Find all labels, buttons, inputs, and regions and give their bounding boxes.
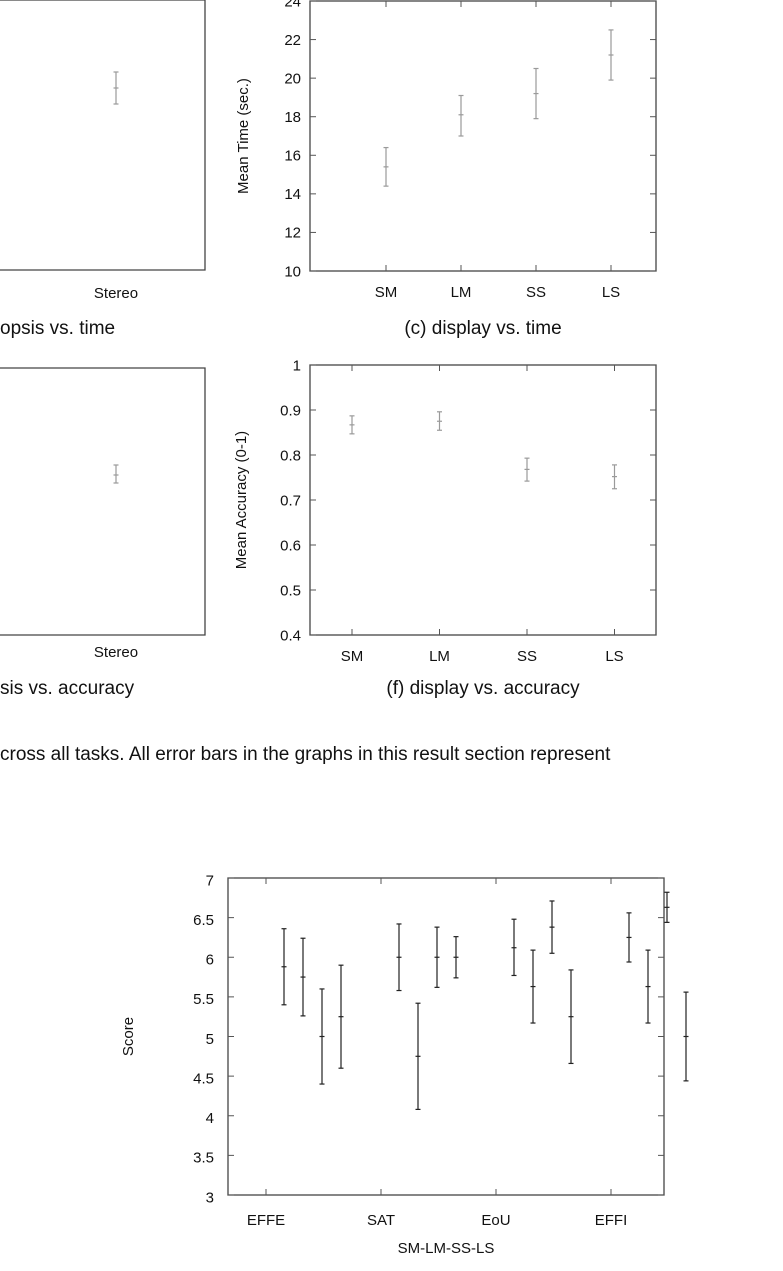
x-tick-label: SM — [341, 648, 364, 665]
chart-caption: (f) display vs. accuracy — [386, 678, 580, 699]
x-tick-label: LM — [429, 648, 450, 665]
error-bar — [511, 918, 517, 977]
y-axis-label: Mean Time (sec.) — [235, 78, 252, 194]
y-tick-label: 0.8 — [280, 447, 301, 464]
x-tick-label: SS — [526, 284, 546, 301]
error-bar — [683, 991, 689, 1082]
plot-frame — [309, 364, 657, 636]
x-tick-label: LS — [605, 648, 623, 665]
x-tick-label: LM — [451, 284, 472, 301]
error-bar — [396, 923, 402, 992]
y-axis-label: Score — [120, 1017, 137, 1056]
error-bar — [349, 415, 355, 435]
chart-display-vs-time: 10 12 14 16 18 20 22 24 SM LM SS LS Mean Time (sec.)… — [235, 0, 657, 339]
error-bar — [533, 67, 539, 120]
chart-caption: sis vs. accuracy — [0, 678, 135, 699]
x-tick-label: Stereo — [94, 285, 138, 302]
chart-caption: opsis vs. time — [0, 318, 115, 339]
error-bar — [319, 988, 325, 1085]
y-tick-label: 0.5 — [280, 582, 301, 599]
y-tick-label: 24 — [284, 0, 301, 10]
y-tick-label: 0.6 — [280, 537, 301, 554]
chart-score: 3 3.5 4 4.5 5 5.5 6 6.5 7 EFFE SAT EoU EFFI Score SM-L… — [120, 872, 689, 1257]
y-tick-label: 14 — [284, 186, 301, 203]
error-bar — [434, 926, 440, 988]
y-tick-label: 16 — [284, 148, 301, 165]
error-bar — [453, 936, 459, 979]
y-tick-label: 1 — [293, 357, 301, 374]
x-tick-label: Stereo — [94, 644, 138, 661]
chart-left-accuracy: Stereo sis vs. accuracy — [0, 367, 206, 699]
y-tick-label: 6.5 — [193, 912, 214, 929]
y-tick-label: 6 — [206, 952, 214, 969]
error-bar — [645, 949, 651, 1024]
plot-frame — [309, 0, 657, 272]
error-bar — [568, 969, 574, 1065]
y-tick-label: 3 — [206, 1189, 214, 1206]
y-tick-label: 20 — [284, 70, 301, 87]
error-bar — [549, 900, 555, 954]
y-tick-label: 18 — [284, 109, 301, 126]
error-bar — [664, 891, 670, 923]
x-tick-label: LS — [602, 284, 620, 301]
y-tick-label: 3.5 — [193, 1150, 214, 1167]
error-bar — [612, 464, 617, 490]
chart-left-time: Stereo opsis vs. time — [0, 0, 206, 339]
plot-frame — [0, 367, 206, 636]
x-tick-label: EFFE — [247, 1212, 285, 1229]
error-bar — [608, 29, 614, 81]
error-bar — [437, 411, 442, 431]
x-tick-label: SAT — [367, 1212, 395, 1229]
x-tick-label: SM — [375, 284, 398, 301]
plot-frame — [0, 0, 206, 271]
x-tick-label: EoU — [481, 1212, 510, 1229]
y-tick-label: 12 — [284, 225, 301, 242]
chart-caption: (c) display vs. time — [404, 318, 561, 339]
y-tick-label: 0.4 — [280, 627, 301, 644]
y-tick-label: 10 — [284, 263, 301, 280]
error-bar — [300, 937, 306, 1017]
y-tick-label: 5 — [206, 1031, 214, 1048]
error-bar — [113, 464, 119, 484]
y-axis-label: Mean Accuracy (0-1) — [233, 431, 250, 569]
x-tick-label: SS — [517, 648, 537, 665]
y-tick-label: 4.5 — [193, 1070, 214, 1087]
x-tick-label: EFFI — [595, 1212, 628, 1229]
error-bar — [530, 949, 536, 1024]
error-bar — [338, 964, 344, 1069]
x-axis-label: SM-LM-SS-LS — [398, 1240, 495, 1257]
y-tick-label: 0.9 — [280, 402, 301, 419]
plot-frame — [227, 877, 665, 1196]
error-bar — [524, 457, 530, 482]
y-tick-label: 5.5 — [193, 991, 214, 1008]
y-tick-label: 4 — [206, 1110, 214, 1127]
error-bar — [383, 146, 389, 187]
error-bar — [113, 71, 119, 105]
error-bar — [281, 928, 287, 1006]
y-tick-label: 22 — [284, 32, 301, 49]
chart-display-vs-accuracy: 0.4 0.5 0.6 0.7 0.8 0.9 1 SM LM SS LS Mean Accuracy… — [233, 357, 657, 699]
error-bar — [458, 94, 464, 137]
error-bar — [415, 1002, 421, 1111]
y-tick-label: 7 — [206, 872, 214, 889]
error-bar — [626, 912, 632, 963]
body-text: cross all tasks. All error bars in the g… — [0, 744, 611, 765]
y-tick-label: 0.7 — [280, 492, 301, 509]
